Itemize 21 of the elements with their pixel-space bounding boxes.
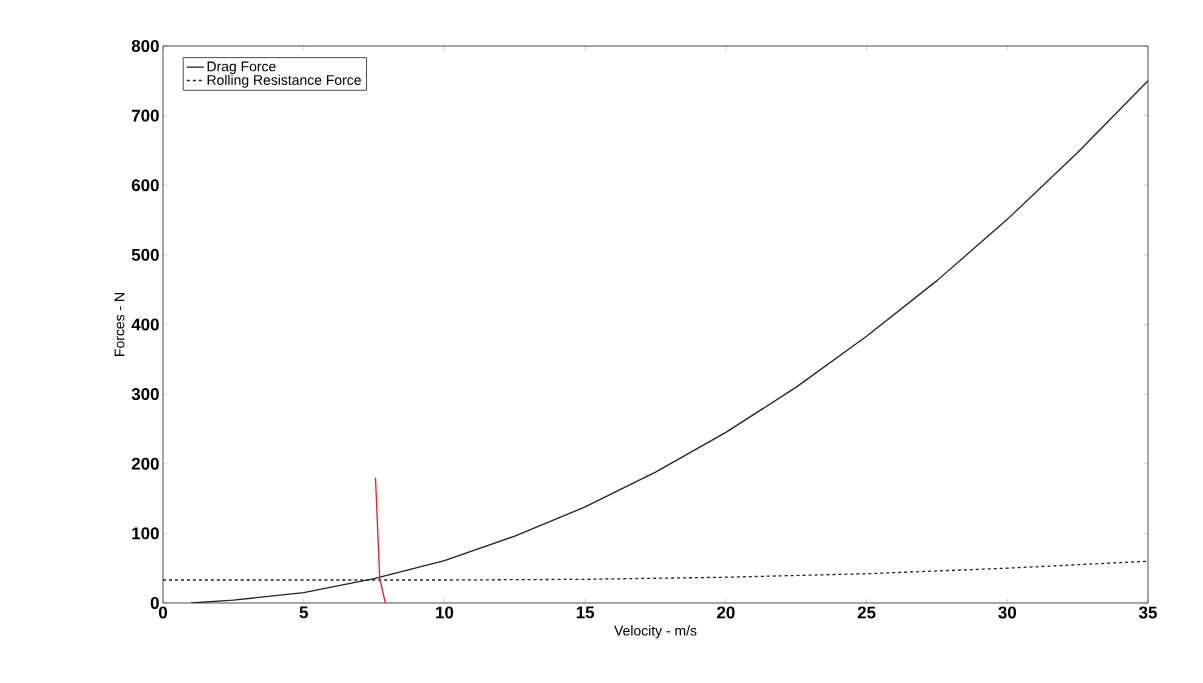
x-tick-label: 5	[299, 606, 308, 619]
y-tick-label: 400	[131, 318, 159, 331]
x-tick-label: 0	[158, 606, 168, 619]
y-tick-label: 100	[132, 527, 159, 540]
y-axis-title: Forces - N	[114, 293, 125, 356]
x-tick-label: 15	[576, 606, 595, 619]
y-tick-label: 600	[131, 179, 159, 192]
y-tick-label: 300	[131, 388, 159, 401]
y-tick-label: 200	[131, 457, 159, 470]
y-tick-label: 500	[131, 248, 159, 261]
x-tick-label: 30	[998, 606, 1017, 619]
x-tick-label: 25	[857, 606, 876, 619]
x-tick-label: 20	[717, 606, 735, 619]
x-axis-title: Velocity - m/s	[614, 625, 697, 639]
y-tick-label: 700	[131, 109, 159, 122]
x-tick-label: 35	[1138, 606, 1157, 619]
x-tick-label: 10	[436, 606, 454, 619]
legend-label: Rolling Resistance Force	[207, 74, 361, 88]
y-tick-label: 800	[131, 39, 159, 52]
y-tick-label: 0	[150, 596, 159, 609]
legend-label: Drag Force	[207, 61, 276, 75]
